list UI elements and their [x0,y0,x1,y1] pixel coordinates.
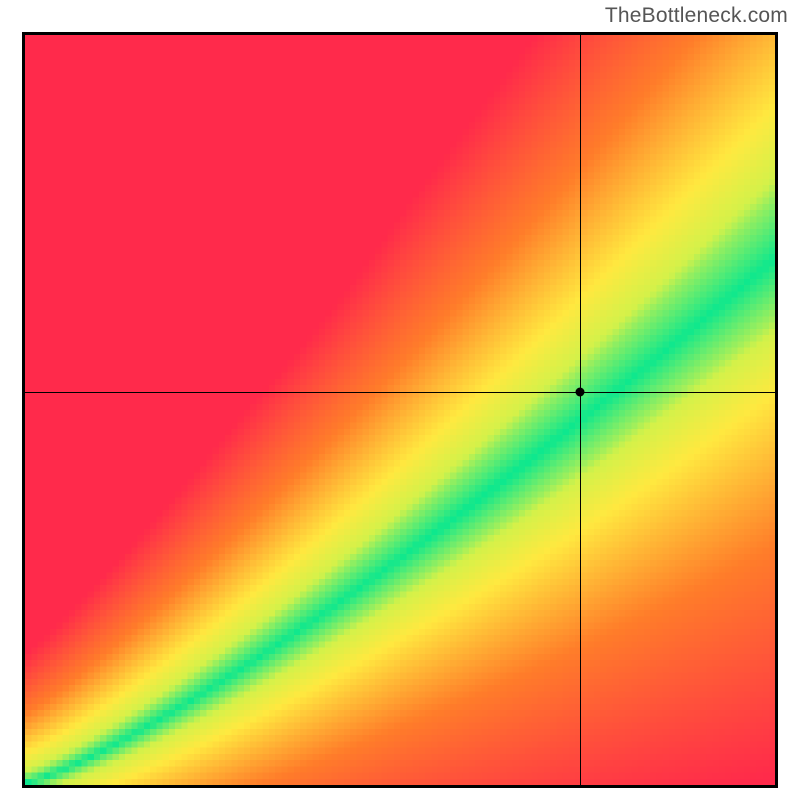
chart-frame [22,32,778,788]
crosshair-vertical [580,35,581,785]
watermark-text: TheBottleneck.com [605,4,788,28]
crosshair-marker [576,388,585,397]
crosshair-horizontal [25,392,775,393]
chart-container: TheBottleneck.com [0,0,800,800]
